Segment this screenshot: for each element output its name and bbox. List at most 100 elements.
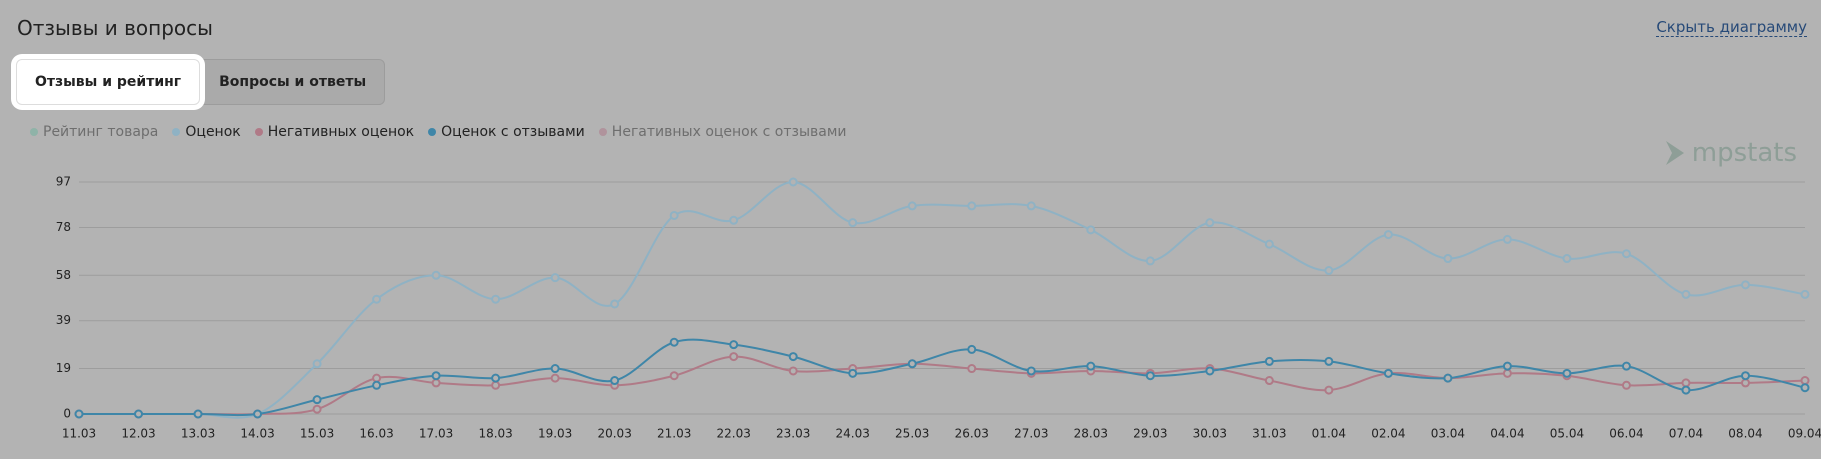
data-point (1562, 254, 1572, 264)
data-point (967, 364, 977, 374)
x-tick-label: 25.03 (895, 427, 929, 441)
x-tick-label: 07.04 (1669, 427, 1703, 441)
data-point (1621, 361, 1631, 371)
data-point (431, 371, 441, 381)
data-point (907, 359, 917, 369)
data-point (372, 380, 382, 390)
data-point (491, 380, 501, 390)
data-point (1740, 280, 1750, 290)
legend-dot (172, 128, 181, 136)
x-tick-label: 20.03 (597, 427, 631, 441)
x-tick-label: 22.03 (717, 427, 751, 441)
x-tick-label: 23.03 (776, 427, 810, 441)
x-tick-label: 15.03 (300, 427, 334, 441)
legend-dot (428, 128, 437, 136)
x-tick-label: 12.03 (121, 427, 155, 441)
data-point (1026, 201, 1036, 211)
data-point (907, 201, 917, 211)
logo-icon (1665, 141, 1684, 165)
y-tick-label: 39 (56, 313, 71, 327)
data-point (1086, 225, 1096, 235)
section-title: Отзывы и вопросы (17, 16, 213, 40)
data-point (1681, 385, 1691, 395)
y-tick-label: 78 (56, 220, 71, 234)
x-tick-label: 24.03 (836, 427, 870, 441)
data-point (729, 352, 739, 362)
series-line (78, 180, 1806, 419)
y-tick-label: 97 (56, 175, 71, 189)
legend-label: Оценок (185, 124, 241, 140)
x-tick-label: 05.04 (1550, 427, 1584, 441)
legend-dot (30, 128, 38, 136)
data-point (1383, 368, 1393, 378)
x-tick-label: 06.04 (1609, 427, 1643, 441)
x-tick-label: 08.04 (1728, 427, 1762, 441)
data-point (1264, 356, 1274, 366)
legend: Рейтинг товара Оценок Негативных оценок Оце… (30, 124, 847, 140)
legend-label: Рейтинг товара (43, 124, 159, 140)
x-tick-label: 01.04 (1312, 427, 1346, 441)
legend-item[interactable]: Негативных оценок (254, 124, 415, 140)
legend-dot (254, 128, 263, 136)
data-point (550, 273, 560, 283)
data-point (1800, 383, 1810, 393)
data-point (550, 364, 560, 374)
data-point (1681, 289, 1691, 299)
data-point (610, 376, 620, 386)
hide-chart-link[interactable]: Скрыть диаграмму (1656, 18, 1807, 37)
data-point (1264, 239, 1274, 249)
data-point (967, 344, 977, 354)
data-point (669, 210, 679, 220)
data-point (729, 215, 739, 225)
tabs: Отзывы и рейтинг Вопросы и ответы (16, 59, 386, 105)
data-point (431, 378, 441, 388)
tab[interactable]: Отзывы и рейтинг (16, 59, 201, 105)
data-point (1800, 289, 1810, 299)
data-point (1324, 385, 1334, 395)
legend-item[interactable]: Рейтинг товара (30, 124, 158, 140)
legend-label: Негативных оценок (267, 124, 415, 140)
data-point (253, 409, 263, 419)
x-tick-label: 30.03 (1193, 427, 1227, 441)
data-point (1621, 380, 1631, 390)
y-tick-label: 19 (56, 361, 71, 375)
legend-item[interactable]: Оценок (172, 124, 241, 140)
x-tick-label: 02.04 (1371, 427, 1405, 441)
data-point (1502, 234, 1512, 244)
x-tick-label: 17.03 (419, 427, 453, 441)
legend-item[interactable]: Оценок с отзывами (428, 124, 585, 140)
logo: mpstats (1664, 138, 1797, 168)
x-tick-label: 28.03 (1074, 427, 1108, 441)
data-point (1502, 361, 1512, 371)
y-tick-label: 0 (63, 407, 71, 421)
x-tick-label: 13.03 (181, 427, 215, 441)
data-point (1740, 378, 1750, 388)
data-point (610, 299, 620, 309)
data-point (848, 368, 858, 378)
x-tick-label: 16.03 (359, 427, 393, 441)
data-point (1324, 356, 1334, 366)
data-point (372, 373, 382, 383)
data-point (1621, 249, 1631, 259)
legend-dot (598, 128, 607, 136)
data-point (669, 337, 679, 347)
data-point (1443, 254, 1453, 264)
series-line (78, 355, 1806, 416)
tab[interactable]: Вопросы и ответы (200, 59, 386, 105)
data-point (1443, 373, 1453, 383)
x-tick-label: 18.03 (478, 427, 512, 441)
data-point (669, 371, 679, 381)
data-point (312, 404, 322, 414)
data-point (788, 352, 798, 362)
x-tick-label: 29.03 (1133, 427, 1167, 441)
x-tick-label: 27.03 (1014, 427, 1048, 441)
data-point (788, 366, 798, 376)
data-point (1145, 371, 1155, 381)
data-point (491, 373, 501, 383)
legend-item[interactable]: Негативных оценок с отзывами (598, 124, 847, 140)
x-tick-label: 21.03 (657, 427, 691, 441)
legend-label: Негативных оценок с отзывами (611, 124, 847, 140)
data-point (1562, 368, 1572, 378)
